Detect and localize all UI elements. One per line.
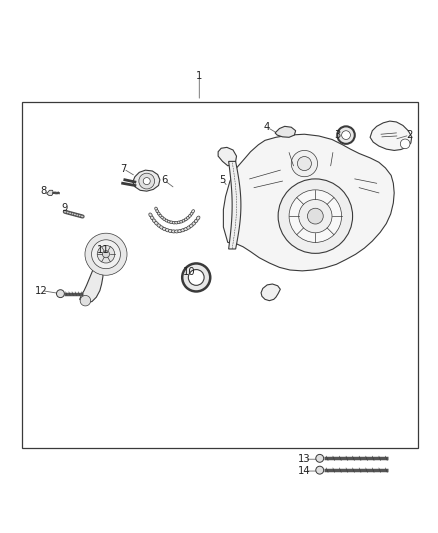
- Text: 11: 11: [96, 245, 110, 255]
- Text: 5: 5: [219, 175, 226, 185]
- Ellipse shape: [177, 221, 181, 224]
- Text: 7: 7: [120, 164, 127, 174]
- Circle shape: [188, 270, 204, 285]
- Circle shape: [80, 295, 91, 306]
- Text: 14: 14: [298, 466, 311, 476]
- Ellipse shape: [175, 221, 178, 224]
- Circle shape: [139, 173, 155, 189]
- Text: 6: 6: [161, 175, 167, 185]
- Polygon shape: [47, 190, 53, 196]
- Ellipse shape: [155, 222, 159, 225]
- Text: 1: 1: [196, 71, 202, 81]
- Ellipse shape: [163, 218, 166, 221]
- Ellipse shape: [165, 229, 170, 232]
- Circle shape: [57, 290, 64, 297]
- Circle shape: [143, 177, 150, 184]
- Ellipse shape: [167, 220, 171, 223]
- Ellipse shape: [175, 230, 179, 233]
- Ellipse shape: [191, 209, 194, 213]
- Ellipse shape: [187, 216, 190, 219]
- Circle shape: [85, 233, 127, 275]
- Ellipse shape: [152, 219, 156, 223]
- Circle shape: [289, 190, 342, 243]
- Ellipse shape: [162, 228, 166, 231]
- Text: 10: 10: [183, 266, 195, 277]
- Text: 12: 12: [35, 286, 48, 296]
- Ellipse shape: [168, 230, 173, 232]
- Text: 8: 8: [41, 186, 47, 196]
- Ellipse shape: [172, 221, 176, 224]
- Circle shape: [291, 150, 318, 177]
- Circle shape: [182, 263, 210, 292]
- Ellipse shape: [149, 213, 152, 217]
- Ellipse shape: [184, 218, 187, 221]
- Ellipse shape: [190, 212, 193, 215]
- Ellipse shape: [178, 230, 182, 232]
- Circle shape: [278, 179, 353, 253]
- Polygon shape: [218, 147, 237, 166]
- Circle shape: [400, 139, 410, 149]
- Ellipse shape: [181, 229, 185, 232]
- Text: 9: 9: [62, 203, 68, 213]
- Polygon shape: [261, 284, 280, 301]
- Circle shape: [299, 199, 332, 233]
- Ellipse shape: [182, 219, 185, 222]
- Ellipse shape: [188, 214, 191, 217]
- Ellipse shape: [194, 219, 198, 223]
- Circle shape: [316, 466, 324, 474]
- Polygon shape: [275, 126, 296, 138]
- Circle shape: [102, 251, 110, 258]
- Ellipse shape: [184, 228, 188, 231]
- Ellipse shape: [170, 221, 173, 224]
- Bar: [22, 102, 418, 448]
- Circle shape: [297, 157, 311, 171]
- Polygon shape: [370, 121, 412, 150]
- Circle shape: [97, 246, 115, 263]
- Text: 4: 4: [264, 122, 270, 132]
- Polygon shape: [133, 170, 160, 191]
- Ellipse shape: [192, 222, 196, 225]
- Ellipse shape: [156, 209, 159, 213]
- Ellipse shape: [189, 224, 194, 228]
- Text: 13: 13: [298, 454, 311, 464]
- Ellipse shape: [155, 207, 158, 211]
- Polygon shape: [223, 134, 394, 271]
- Ellipse shape: [157, 224, 161, 228]
- Text: 3: 3: [334, 130, 340, 140]
- Ellipse shape: [159, 214, 162, 217]
- Ellipse shape: [159, 226, 164, 229]
- Polygon shape: [80, 270, 103, 302]
- Ellipse shape: [151, 216, 154, 220]
- Circle shape: [337, 126, 355, 144]
- Polygon shape: [229, 161, 241, 249]
- Polygon shape: [88, 238, 124, 271]
- Ellipse shape: [187, 226, 191, 229]
- Ellipse shape: [157, 212, 160, 215]
- Circle shape: [92, 240, 120, 269]
- Text: 2: 2: [406, 130, 413, 140]
- Ellipse shape: [161, 216, 164, 219]
- Ellipse shape: [165, 219, 168, 222]
- Circle shape: [316, 455, 324, 462]
- Ellipse shape: [196, 216, 200, 220]
- Circle shape: [307, 208, 323, 224]
- Ellipse shape: [180, 220, 183, 223]
- Ellipse shape: [171, 230, 176, 233]
- Circle shape: [342, 131, 350, 140]
